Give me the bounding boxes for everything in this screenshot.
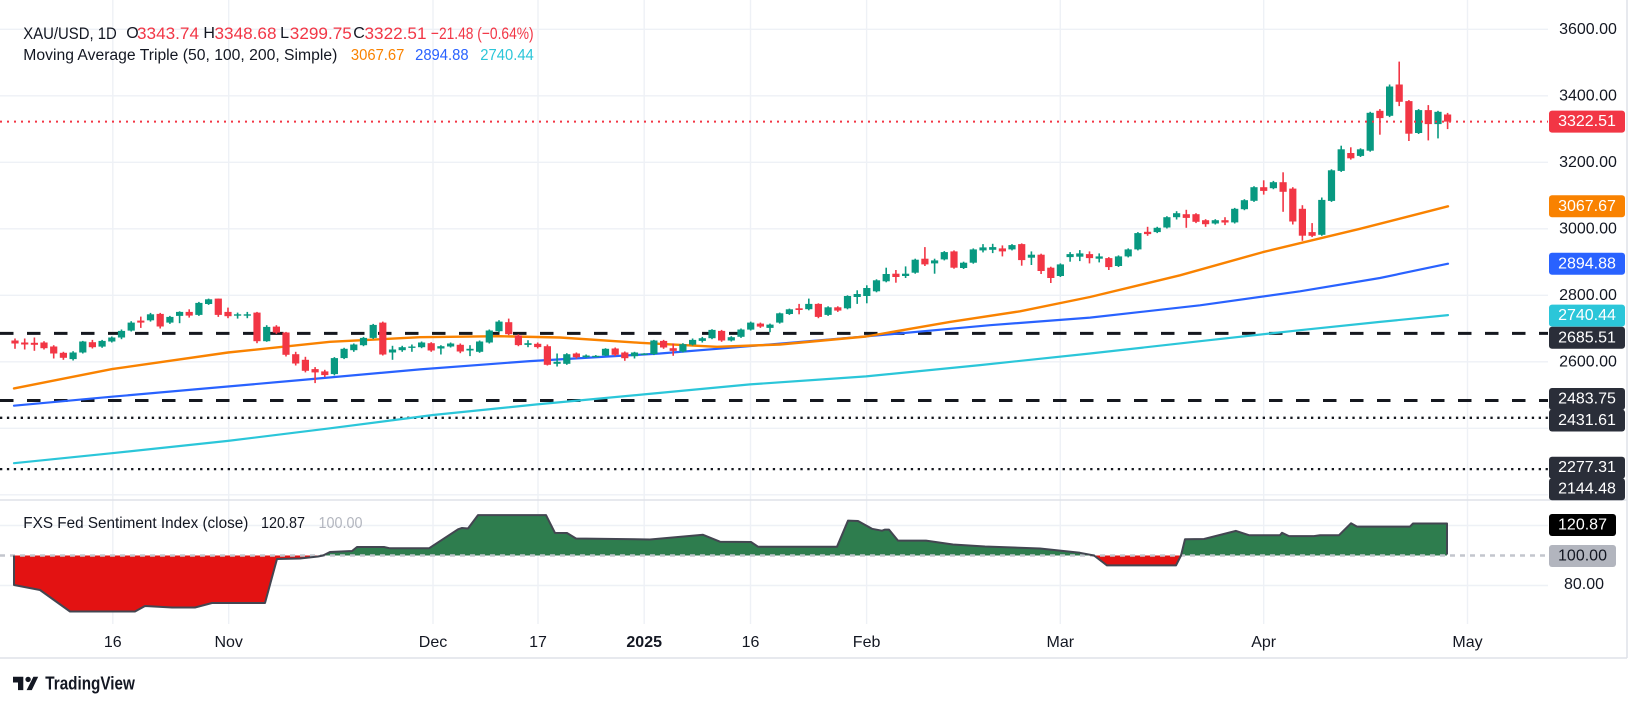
svg-text:−21.48 (−0.64%): −21.48 (−0.64%) bbox=[431, 24, 534, 43]
svg-text:XAU/USD, 1D: XAU/USD, 1D bbox=[23, 24, 117, 43]
svg-text:3400.00: 3400.00 bbox=[1559, 87, 1617, 104]
svg-text:2740.44: 2740.44 bbox=[480, 47, 534, 64]
svg-text:2685.51: 2685.51 bbox=[1558, 329, 1616, 346]
svg-text:H: H bbox=[203, 25, 215, 42]
svg-text:May: May bbox=[1452, 634, 1482, 651]
svg-text:2144.48: 2144.48 bbox=[1558, 481, 1616, 498]
svg-text:3067.67: 3067.67 bbox=[351, 47, 405, 64]
svg-text:Mar: Mar bbox=[1047, 634, 1075, 651]
svg-text:2894.88: 2894.88 bbox=[1558, 255, 1616, 272]
svg-text:2483.75: 2483.75 bbox=[1558, 391, 1616, 408]
svg-text:17: 17 bbox=[529, 634, 547, 651]
svg-text:16: 16 bbox=[104, 634, 122, 651]
svg-text:120.87: 120.87 bbox=[261, 515, 305, 532]
svg-text:3600.00: 3600.00 bbox=[1559, 21, 1617, 38]
svg-text:2277.31: 2277.31 bbox=[1558, 459, 1616, 476]
svg-text:120.87: 120.87 bbox=[1558, 517, 1607, 534]
svg-text:3200.00: 3200.00 bbox=[1559, 154, 1617, 171]
svg-text:C: C bbox=[353, 25, 365, 42]
svg-text:3067.67: 3067.67 bbox=[1558, 198, 1616, 215]
svg-text:Apr: Apr bbox=[1251, 634, 1277, 651]
svg-text:L: L bbox=[280, 25, 289, 42]
svg-text:3322.51: 3322.51 bbox=[365, 24, 427, 43]
svg-text:100.00: 100.00 bbox=[1558, 548, 1607, 565]
svg-text:TradingView: TradingView bbox=[45, 674, 135, 694]
svg-text:3299.75: 3299.75 bbox=[290, 24, 352, 43]
svg-text:2600.00: 2600.00 bbox=[1559, 353, 1617, 370]
svg-text:2431.61: 2431.61 bbox=[1558, 412, 1616, 429]
svg-text:O: O bbox=[126, 25, 138, 42]
svg-text:3343.74: 3343.74 bbox=[137, 24, 199, 43]
svg-text:2800.00: 2800.00 bbox=[1559, 287, 1617, 304]
svg-text:3322.51: 3322.51 bbox=[1558, 113, 1616, 130]
svg-text:16: 16 bbox=[742, 634, 760, 651]
svg-text:2025: 2025 bbox=[626, 634, 662, 651]
svg-text:Moving Average Triple (50, 100: Moving Average Triple (50, 100, 200, Sim… bbox=[23, 47, 337, 64]
svg-text:2894.88: 2894.88 bbox=[415, 47, 469, 64]
svg-text:100.00: 100.00 bbox=[319, 515, 363, 532]
svg-text:FXS Fed Sentiment Index (close: FXS Fed Sentiment Index (close) bbox=[23, 515, 248, 532]
svg-text:Nov: Nov bbox=[214, 634, 242, 651]
svg-text:80.00: 80.00 bbox=[1564, 576, 1604, 593]
svg-text:Dec: Dec bbox=[419, 634, 447, 651]
svg-text:Feb: Feb bbox=[853, 634, 881, 651]
svg-text:3348.68: 3348.68 bbox=[215, 24, 277, 43]
svg-text:3000.00: 3000.00 bbox=[1559, 220, 1617, 237]
svg-text:2740.44: 2740.44 bbox=[1558, 307, 1616, 324]
